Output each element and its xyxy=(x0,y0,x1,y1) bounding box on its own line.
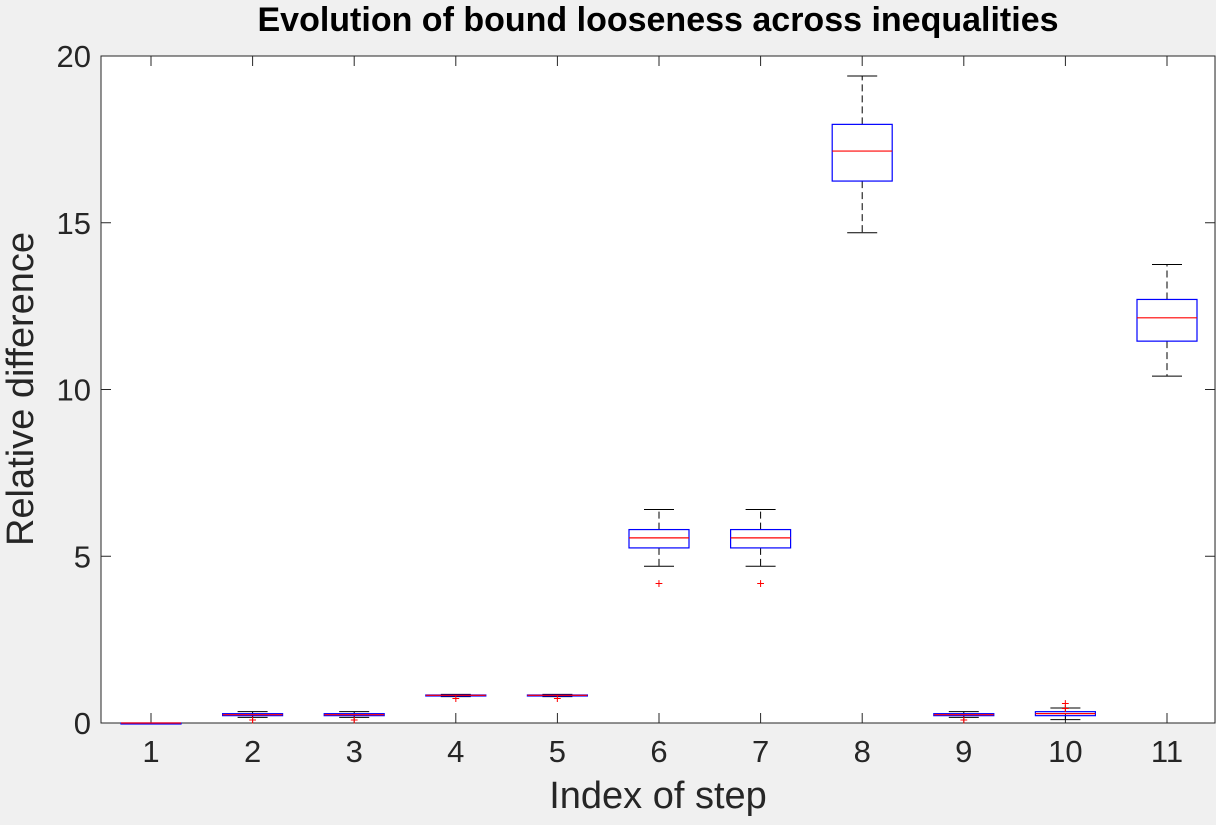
x-tick-label: 9 xyxy=(955,734,972,769)
outlier-point: + xyxy=(1061,700,1069,716)
box-rect xyxy=(729,528,792,549)
box-5: + xyxy=(526,690,589,706)
x-tick-label: 10 xyxy=(1048,734,1082,769)
outlier-point: + xyxy=(452,690,460,706)
outlier-point: + xyxy=(1061,695,1069,711)
x-axis-label: Index of step xyxy=(549,775,767,817)
y-tick-label: 5 xyxy=(74,539,91,574)
box-6: + xyxy=(628,509,690,591)
outlier-point: + xyxy=(757,575,765,591)
box-8 xyxy=(831,75,893,234)
y-tick-label: 15 xyxy=(57,206,91,241)
y-tick-label: 10 xyxy=(57,373,91,408)
x-tick-label: 11 xyxy=(1151,734,1183,769)
outlier-point: + xyxy=(655,575,663,591)
box-rect xyxy=(628,528,690,549)
chart-title: Evolution of bound looseness across ineq… xyxy=(257,1,1058,39)
box-3: + xyxy=(323,711,385,728)
box-series: + ++ ++ ++++ xyxy=(120,75,1198,728)
x-tick-label: 5 xyxy=(549,734,566,769)
outlier-point: + xyxy=(350,712,358,728)
x-tick-label: 1 xyxy=(142,734,159,769)
x-tick-label: 7 xyxy=(752,734,769,769)
x-tick-label: 6 xyxy=(650,734,667,769)
box-11 xyxy=(1136,263,1198,377)
y-axis-label: Relative difference xyxy=(0,232,42,546)
x-tick-label: 2 xyxy=(244,734,261,769)
y-axis: 0 5 10 15 20 xyxy=(57,39,1215,741)
box-7: + xyxy=(729,509,792,591)
box-rect xyxy=(831,123,893,182)
outlier-point: + xyxy=(249,712,257,728)
box-4: + xyxy=(425,690,487,706)
x-axis: 1 2 3 4 5 6 7 8 9 10 11 xyxy=(142,56,1183,769)
box-rect xyxy=(1136,298,1198,342)
x-tick-label: 4 xyxy=(447,734,464,769)
plot-area xyxy=(100,55,1216,724)
x-tick-label: 3 xyxy=(346,734,363,769)
outlier-point: + xyxy=(553,690,561,706)
box-9: + xyxy=(933,711,995,728)
box-2: + xyxy=(222,711,284,728)
x-tick-label: 8 xyxy=(854,734,871,769)
y-tick-label: 0 xyxy=(74,706,91,741)
box-1 xyxy=(120,722,182,725)
outlier-point: + xyxy=(960,712,968,728)
y-tick-label: 20 xyxy=(57,39,91,74)
box-10: ++ xyxy=(1034,695,1097,721)
